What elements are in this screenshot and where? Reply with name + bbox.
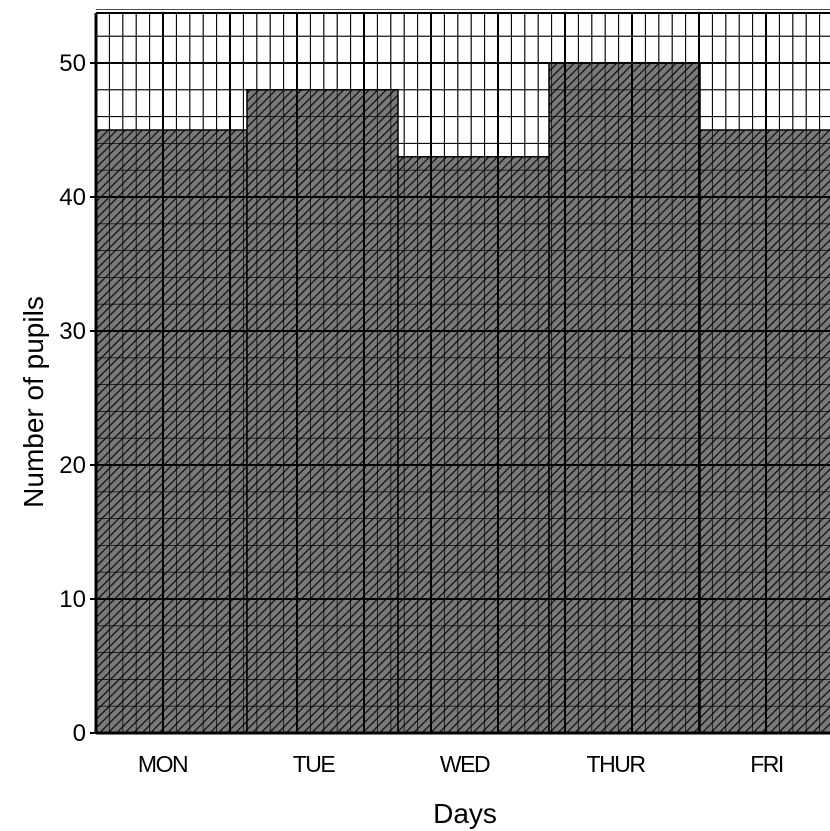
- x-category-label: FRI: [750, 751, 783, 777]
- x-category-label: MON: [138, 751, 187, 777]
- x-category-label: WED: [440, 751, 490, 777]
- x-category-label: TUE: [293, 751, 336, 777]
- y-tick-label: 20: [59, 452, 86, 479]
- y-tick-label: 50: [59, 50, 86, 77]
- y-axis-title: Number of pupils: [18, 296, 49, 508]
- bar-wed: [397, 156, 550, 734]
- axes: [94, 13, 830, 735]
- x-category-label: THUR: [587, 751, 646, 777]
- bar-thur: [548, 62, 701, 734]
- y-tick-label: 30: [59, 318, 86, 345]
- y-tick-label: 10: [59, 586, 86, 613]
- y-tick-labels: 0 10 20 30 40 50: [59, 50, 96, 747]
- bar-mon: [95, 129, 248, 734]
- y-tick-label: 40: [59, 184, 86, 211]
- bars: [95, 62, 830, 734]
- x-category-labels: MON TUE WED THUR FRI: [138, 751, 784, 777]
- y-tick-label: 0: [73, 720, 86, 747]
- x-axis-title: Days: [433, 798, 497, 829]
